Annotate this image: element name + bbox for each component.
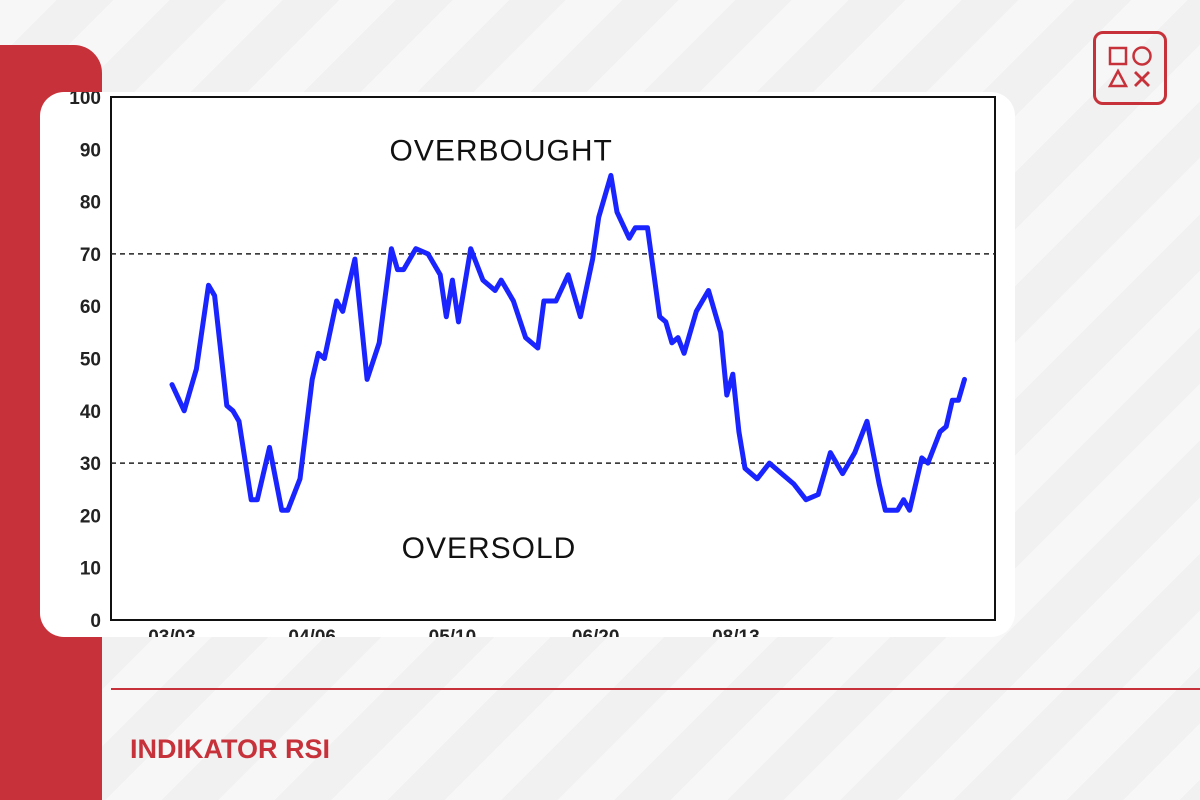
logo-glyphs	[1107, 46, 1152, 88]
rsi-series-line	[169, 172, 967, 513]
y-tick-label: 0	[90, 611, 101, 632]
annotation-oversold: OVERSOLD	[402, 532, 577, 565]
y-tick-label: 60	[80, 297, 101, 318]
y-tick-label: 30	[80, 454, 101, 475]
x-tick-label: 05/10	[429, 627, 477, 637]
y-tick-label: 40	[80, 402, 101, 423]
y-tick-label: 100	[69, 92, 101, 109]
x-tick-label: 06/20	[572, 627, 620, 637]
y-tick-label: 10	[80, 559, 101, 580]
x-tick-label: 03/03	[148, 627, 196, 637]
y-tick-label: 80	[80, 193, 101, 214]
rsi-chart: 0 10 20 30 40 50 60 70 80 90 100 03/03 04/06 05/10 06…	[69, 92, 996, 637]
section-divider	[111, 688, 1200, 690]
plot-frame	[110, 96, 996, 621]
y-tick-label: 50	[80, 350, 101, 371]
x-tick-label: 04/06	[288, 627, 336, 637]
shapes-logo-icon	[1093, 31, 1167, 105]
y-tick-label: 70	[80, 245, 101, 266]
page-title: INDIKATOR RSI	[130, 734, 331, 764]
y-tick-label: 20	[80, 506, 101, 527]
x-tick-label: 08/13	[712, 627, 760, 637]
chart-card: 0 10 20 30 40 50 60 70 80 90 100 03/03 04/06 05/10 06…	[40, 92, 1015, 637]
y-tick-label: 90	[80, 140, 101, 161]
annotation-overbought: OVERBOUGHT	[389, 134, 612, 167]
